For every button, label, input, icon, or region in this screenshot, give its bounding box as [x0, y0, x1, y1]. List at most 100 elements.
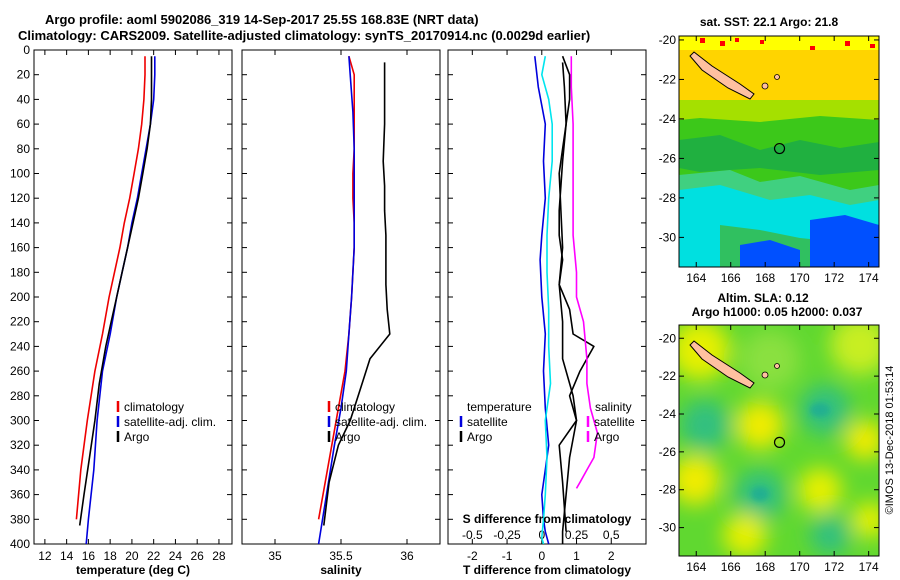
legend-label-argo: Argo — [335, 430, 361, 444]
x-tick-label: 14 — [60, 549, 74, 563]
x-tick-label: 35.5 — [329, 549, 353, 563]
sla-map-title-line2: Argo h1000: 0.05 h2000: 0.037 — [692, 305, 863, 319]
depth-axis: 0 20 40 60 80 100 120 140 160 180 200 220 240 260 280 3… — [10, 43, 232, 551]
y-tick-label: 100 — [10, 167, 30, 181]
sla-map-panel: Altim. SLA: 0.12 Argo h1000: 0.05 h2000:… — [659, 291, 880, 574]
lon-tick-label: 174 — [859, 271, 879, 285]
series-line-argo — [78, 56, 153, 526]
figure-title-line2: Climatology: CARS2009. Satellite-adjuste… — [18, 28, 591, 43]
salinity-plot-frame — [241, 49, 441, 545]
sst-map-frame — [678, 35, 880, 268]
lon-tick-label: 166 — [721, 271, 741, 285]
y-tick-label: 240 — [10, 339, 30, 353]
lat-tick-label: -20 — [659, 331, 677, 345]
legend-label-t-argo: Argo — [467, 430, 493, 444]
legend-label-satellite: satellite-adj. clim. — [335, 415, 427, 429]
x-tick-label: 1 — [573, 549, 580, 563]
lon-tick-label: 164 — [686, 560, 706, 574]
y-tick-label: 80 — [17, 142, 31, 156]
sst-field — [679, 36, 879, 267]
lat-tick-label: -22 — [659, 369, 677, 383]
new-caledonia-island — [689, 340, 755, 389]
difference-depth-ticks — [448, 49, 646, 545]
difference-legend: temperature satellite Argo salinity sate… — [459, 400, 635, 444]
salinity-panel: 35 35.5 36 climatology satellite-adj. clim… — [241, 49, 441, 577]
salinity-depth-ticks — [242, 49, 440, 545]
lon-tick-label: 174 — [859, 560, 879, 574]
lon-tick-label: 172 — [824, 560, 844, 574]
legend-label-satellite: satellite-adj. clim. — [124, 415, 216, 429]
series-line-satellite-adj-clim- — [317, 56, 356, 544]
x-tick-label: 24 — [169, 549, 183, 563]
lat-tick-label: -28 — [659, 483, 677, 497]
sst-map-axes: 164 166 168 170 172 174 -20 -22 -24 -26 -28 -30 — [659, 33, 879, 285]
x-tick-label: 2 — [608, 549, 615, 563]
salinity-legend: climatology satellite-adj. clim. Argo — [327, 400, 427, 444]
lat-tick-label: -24 — [659, 407, 677, 421]
y-tick-label: 200 — [10, 290, 30, 304]
sla-map-title-line1: Altim. SLA: 0.12 — [717, 291, 809, 305]
x-tick-label: 28 — [212, 549, 226, 563]
legend-label-s-satellite: satellite — [594, 415, 635, 429]
y-tick-label: 140 — [10, 216, 30, 230]
y-tick-label: 60 — [17, 117, 31, 131]
s-tick-label: 0.5 — [603, 528, 620, 542]
temperature-plot-frame — [33, 49, 233, 545]
y-tick-label: 120 — [10, 191, 30, 205]
temperature-legend: climatology satellite-adj. clim. Argo — [116, 400, 216, 444]
series-line-t-satellite — [534, 56, 550, 544]
legend-label-t-satellite: satellite — [467, 415, 508, 429]
series-line-s-argo — [558, 55, 578, 544]
lon-tick-label: 168 — [755, 271, 775, 285]
legend-label-climatology: climatology — [335, 400, 395, 414]
sst-map-panel: sat. SST: 22.1 Argo: 21.8 164 166 16 — [659, 15, 880, 285]
lat-tick-label: -24 — [659, 112, 677, 126]
y-tick-label: 380 — [10, 512, 30, 526]
x-tick-label: -2 — [467, 549, 478, 563]
y-tick-label: 300 — [10, 414, 30, 428]
y-tick-label: 220 — [10, 315, 30, 329]
sla-field — [679, 325, 879, 556]
new-caledonia-island — [689, 51, 755, 100]
x-tick-label: 16 — [82, 549, 96, 563]
lat-tick-label: -26 — [659, 445, 677, 459]
series-line-t-argo — [558, 62, 595, 532]
y-tick-label: 0 — [23, 43, 30, 57]
s-tick-label: -0.5 — [462, 528, 483, 542]
y-tick-label: 20 — [17, 68, 31, 82]
y-tick-label: 280 — [10, 389, 30, 403]
sla-map-axes: 164 166 168 170 172 174 -20 -22 -24 -26 -28 -30 — [659, 325, 879, 574]
x-tick-label: 35 — [268, 549, 282, 563]
difference-panel: -2 -1 0 1 2 -0.5 -0.25 0 0.25 0.5 temperature sa… — [447, 49, 647, 577]
s-tick-label: 0.25 — [565, 528, 589, 542]
lat-tick-label: -20 — [659, 33, 677, 47]
imos-credit: ©IMOS 13-Dec-2018 01:53:14 — [884, 366, 896, 515]
x-tick-label: 18 — [103, 549, 117, 563]
temperature-axis: 12 14 16 18 20 22 24 26 28 — [38, 50, 226, 563]
s-difference-xlabel: S difference from climatology — [463, 512, 632, 526]
legend-label-s-argo: Argo — [594, 430, 620, 444]
legend-label-climatology: climatology — [124, 400, 184, 414]
legend-label-argo: Argo — [124, 430, 150, 444]
sst-map-title: sat. SST: 22.1 Argo: 21.8 — [700, 15, 839, 29]
lat-tick-label: -22 — [659, 72, 677, 86]
lon-tick-label: 172 — [824, 271, 844, 285]
series-line-s-satellite — [570, 56, 599, 489]
salinity-xlabel: salinity — [320, 563, 362, 577]
lat-tick-label: -28 — [659, 191, 677, 205]
lat-tick-label: -30 — [659, 521, 677, 535]
x-tick-label: -1 — [502, 549, 513, 563]
s-tick-label: -0.25 — [493, 528, 521, 542]
sla-map-frame — [678, 324, 880, 557]
y-tick-label: 340 — [10, 463, 30, 477]
x-tick-label: 26 — [191, 549, 205, 563]
t-difference-axis: -2 -1 0 1 2 — [467, 50, 615, 563]
salinity-axis: 35 35.5 36 — [268, 50, 414, 563]
y-tick-label: 400 — [10, 537, 30, 551]
lon-tick-label: 166 — [721, 560, 741, 574]
figure-title-line1: Argo profile: aoml 5902086_319 14-Sep-20… — [45, 12, 479, 27]
legend-heading-temperature: temperature — [467, 400, 532, 414]
argo-location-marker — [773, 142, 786, 155]
legend-heading-salinity: salinity — [595, 400, 632, 414]
